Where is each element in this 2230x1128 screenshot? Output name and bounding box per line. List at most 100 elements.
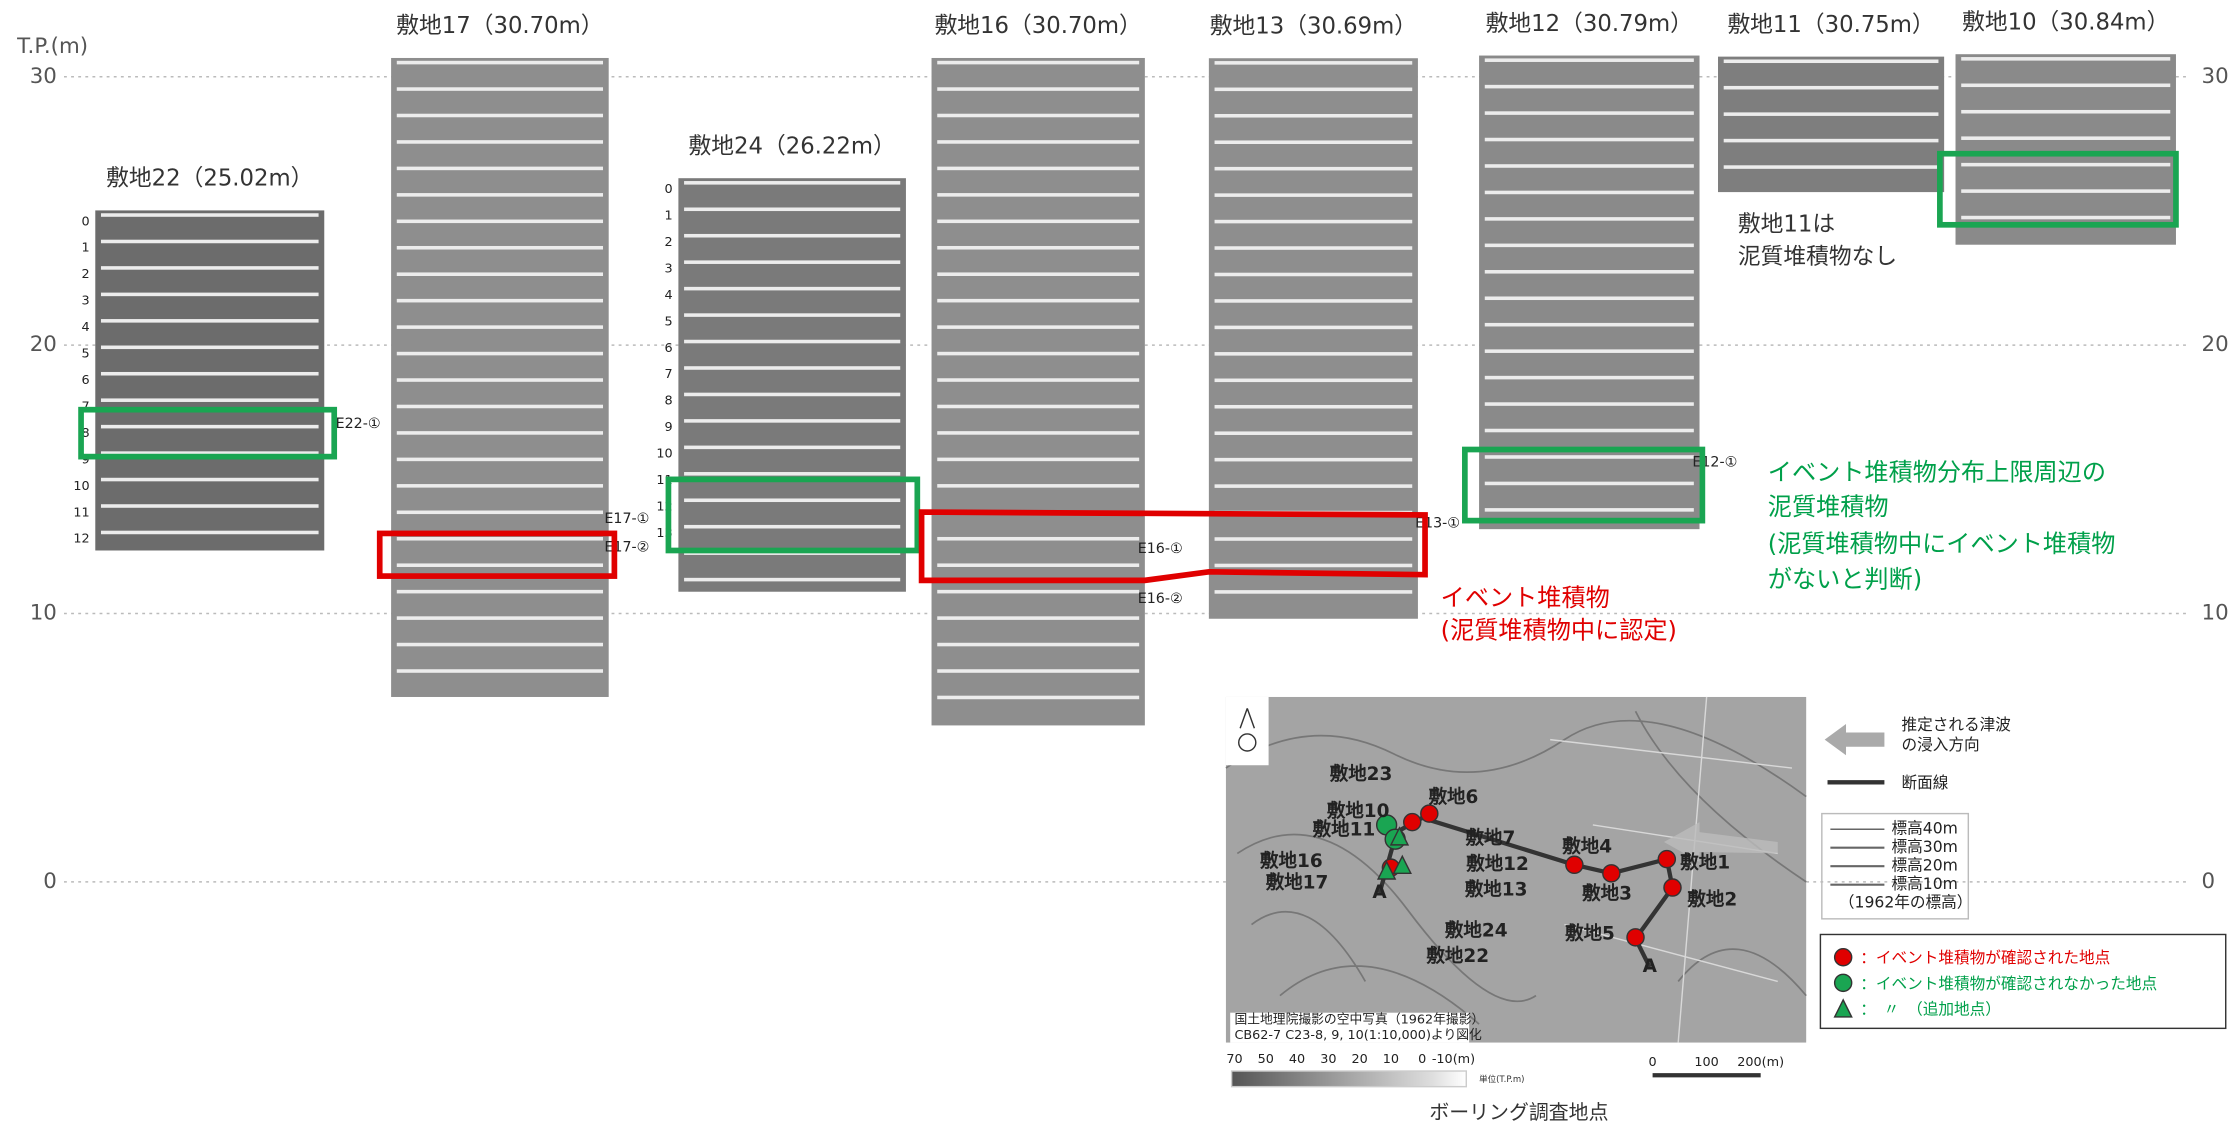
core-divider (1485, 217, 1694, 221)
scale-label: -10(m) (1432, 1052, 1475, 1067)
core-divider (1961, 84, 2170, 88)
core-divider (684, 525, 900, 529)
core-divider (937, 140, 1139, 144)
core-divider (101, 319, 319, 323)
scale-label: 40 (1289, 1052, 1305, 1067)
core-divider (1485, 270, 1694, 274)
core-divider (937, 61, 1139, 65)
core-divider (101, 213, 319, 217)
core-divider (937, 405, 1139, 409)
core-divider (1485, 111, 1694, 115)
sample-label: E17-① (604, 511, 649, 527)
core-divider (1215, 458, 1413, 462)
annotation: イベント堆積物分布上限周辺の (1768, 459, 2106, 487)
scale-label: 50 (1258, 1052, 1274, 1067)
scale-label: 10 (1383, 1052, 1399, 1067)
core-divider (397, 87, 603, 91)
core-divider (684, 234, 900, 238)
core-divider (937, 643, 1139, 647)
core-divider (1485, 349, 1694, 353)
y-tick-label: 20 (2202, 332, 2229, 357)
core-divider (1215, 431, 1413, 435)
sample-label: E22-① (336, 416, 381, 432)
core-divider (684, 313, 900, 317)
core-divider (1485, 323, 1694, 327)
map-caption: CB62-7 C23-8, 9, 10(1:10,000)より図化 (1234, 1028, 1482, 1043)
core-title: 敷地10（30.84m） (1962, 9, 2169, 35)
legend-text: （1962年の標高） (1839, 893, 1973, 912)
legend-text: 断面線 (1901, 773, 1948, 792)
map-label: 敷地23 (1330, 763, 1393, 785)
core-divider (397, 167, 603, 171)
map-caption: 国土地理院撮影の空中写真（1962年撮影） (1234, 1011, 1484, 1027)
core-divider (684, 472, 900, 476)
core-divider (937, 563, 1139, 567)
core-divider (397, 272, 603, 276)
core-divider (684, 366, 900, 370)
core-divider (101, 293, 319, 297)
core-divider (397, 140, 603, 144)
map-label: 敷地12 (1466, 853, 1529, 875)
core-divider (684, 260, 900, 264)
depth-label: 6 (665, 341, 673, 356)
core-divider (1215, 246, 1413, 250)
y-tick-label: 10 (30, 600, 57, 625)
annotation: がないと判断) (1768, 565, 1922, 593)
core-divider (1215, 590, 1413, 594)
core-divider (1485, 402, 1694, 406)
map-label: A (1372, 882, 1387, 903)
core-divider (397, 193, 603, 197)
core-divider (684, 578, 900, 582)
contour-legend: 標高40m標高30m標高20m標高10m（1962年の標高） (1830, 819, 1972, 912)
core-divider (101, 531, 319, 535)
sample-label: E16-② (1138, 591, 1183, 607)
note: 敷地11は (1738, 211, 1835, 237)
core-divider (397, 114, 603, 118)
core-divider (1724, 112, 1939, 116)
depth-label: 2 (81, 267, 89, 282)
core-divider (1961, 163, 2170, 167)
depth-label: 5 (665, 314, 673, 329)
core-photo (391, 58, 609, 697)
core-divider (1485, 429, 1694, 433)
note: 泥質堆積物なし (1738, 244, 1897, 270)
legend-text: 標高30m (1892, 837, 1958, 856)
core-divider (937, 167, 1139, 171)
core-divider (1215, 273, 1413, 277)
depth-label: 4 (665, 288, 673, 303)
depth-label: 0 (81, 214, 89, 229)
map-label: 敷地1 (1680, 851, 1730, 873)
core-divider (397, 537, 603, 541)
map-label: 敷地4 (1562, 836, 1612, 858)
core-divider (684, 419, 900, 423)
core-divider (1485, 85, 1694, 89)
core-divider (937, 431, 1139, 435)
core-divider (937, 696, 1139, 700)
core-divider (397, 511, 603, 515)
core-divider (684, 207, 900, 211)
core-divider (684, 498, 900, 502)
core-divider (937, 272, 1139, 276)
scale-label: 0 (1418, 1052, 1426, 1067)
core-divider (1215, 326, 1413, 330)
core-title: 敷地13（30.69m） (1210, 13, 1417, 39)
depth-label: 4 (81, 320, 89, 335)
legend-text: 推定される津波 (1901, 715, 2011, 734)
map-label: 敷地22 (1426, 945, 1489, 967)
y-tick-label: 20 (30, 332, 57, 357)
core-divider (937, 220, 1139, 224)
core-divider (1961, 110, 2170, 114)
core-divider (1485, 296, 1694, 300)
annotation: (泥質堆積物中にイベント堆積物 (1768, 530, 2116, 558)
figure: T.P.(m) 00101020203030 敷地22（25.02m）01234… (0, 0, 2230, 1128)
depth-label: 9 (665, 420, 673, 435)
core-divider (397, 220, 603, 224)
sample-label: E16-① (1138, 541, 1183, 557)
core-divider (937, 590, 1139, 594)
axis-label: T.P.(m) (16, 34, 88, 59)
core-divider (937, 114, 1139, 118)
core-divider (1724, 59, 1939, 63)
core-divider (397, 643, 603, 647)
core-divider (397, 590, 603, 594)
